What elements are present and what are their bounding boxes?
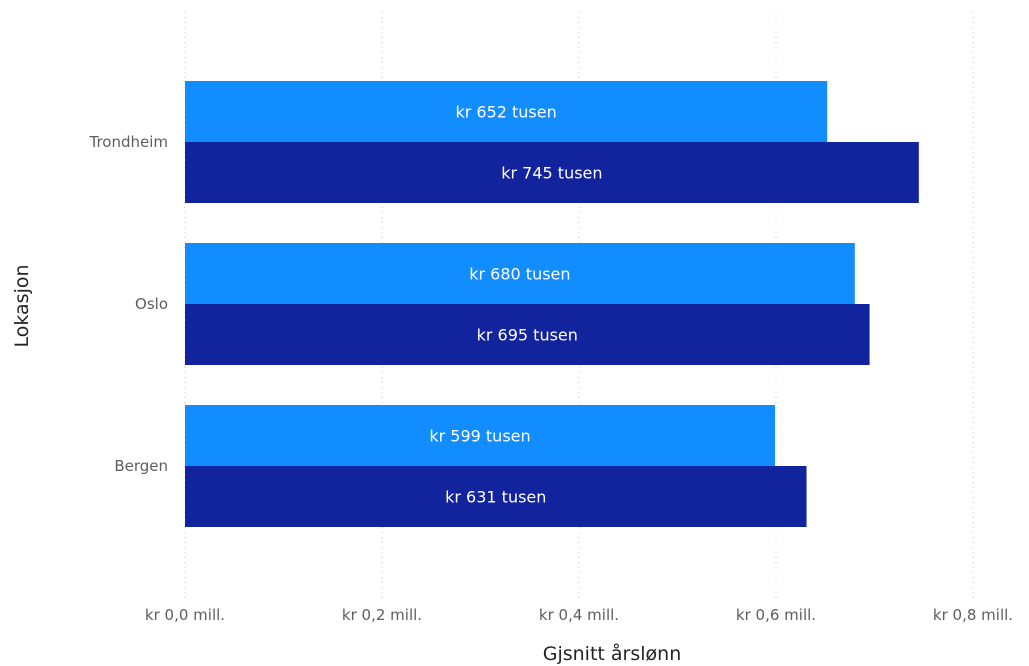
data-label: kr 599 tusen bbox=[429, 427, 530, 446]
data-label: kr 652 tusen bbox=[455, 103, 556, 122]
bar bbox=[185, 81, 828, 142]
bar bbox=[185, 243, 855, 304]
y-tick-label: Oslo bbox=[135, 295, 168, 313]
data-label: kr 680 tusen bbox=[469, 265, 570, 284]
x-tick-label: kr 0,0 mill. bbox=[145, 606, 225, 624]
data-label: kr 631 tusen bbox=[445, 488, 546, 507]
y-axis-ticks: Trondheim Oslo Bergen bbox=[88, 133, 168, 475]
y-tick-label: Bergen bbox=[114, 457, 168, 475]
data-label: kr 695 tusen bbox=[477, 326, 578, 345]
x-tick-label: kr 0,4 mill. bbox=[539, 606, 619, 624]
y-axis-title: Lokasjon bbox=[11, 264, 33, 347]
bar bbox=[185, 466, 807, 527]
x-tick-label: kr 0,6 mill. bbox=[736, 606, 816, 624]
bar bbox=[185, 405, 776, 466]
x-axis-ticks: kr 0,0 mill. kr 0,2 mill. kr 0,4 mill. kr 0… bbox=[145, 606, 1013, 624]
data-label: kr 745 tusen bbox=[501, 164, 602, 183]
data-labels: kr 652 tusen kr 745 tusen kr 680 tusen kr 6… bbox=[429, 103, 602, 507]
y-tick-label: Trondheim bbox=[88, 133, 168, 151]
bar bbox=[185, 142, 919, 203]
bar bbox=[185, 304, 870, 365]
bars bbox=[185, 81, 919, 527]
x-axis-title: Gjsnitt årslønn bbox=[543, 642, 682, 665]
x-tick-label: kr 0,8 mill. bbox=[933, 606, 1013, 624]
x-tick-label: kr 0,2 mill. bbox=[342, 606, 422, 624]
